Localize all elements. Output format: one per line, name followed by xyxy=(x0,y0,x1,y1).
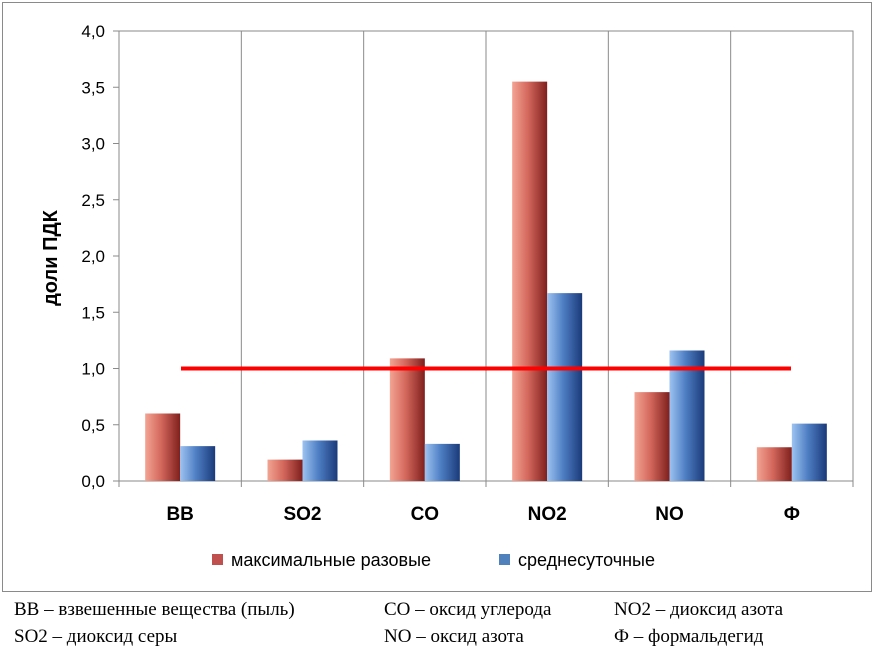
footnote-co: СО – оксид углерода xyxy=(384,599,552,620)
bar-max xyxy=(389,358,425,481)
bar-chart: 0,0 0,5 1,0 1,5 2,0 2,5 3,0 3,5 4,0 ВВ SO2 CO NO2 NO Ф… xyxy=(40,22,854,570)
y-tick-label: 0,0 xyxy=(81,472,105,491)
y-tick-label: 4,0 xyxy=(81,22,105,41)
bar-max xyxy=(145,413,181,481)
x-category-label: Ф xyxy=(784,504,800,525)
footnote-so2: SO2 – диоксид серы xyxy=(14,626,178,647)
footnotes: ВВ – взвешенные вещества (пыль) СО – окс… xyxy=(14,596,874,650)
footnote-no2: NO2 – диоксид азота xyxy=(614,599,784,620)
bar-avg xyxy=(180,446,216,481)
chart-frame: 0,0 0,5 1,0 1,5 2,0 2,5 3,0 3,5 4,0 ВВ SO2 CO NO2 NO Ф… xyxy=(2,2,872,592)
bar-avg xyxy=(302,440,338,481)
x-category-label: SO2 xyxy=(283,504,321,525)
footnote-no: NO – оксид азота xyxy=(384,626,524,647)
footnote-f: Ф – формальдегид xyxy=(614,626,764,647)
bar-avg xyxy=(791,423,827,481)
y-tick-label: 0,5 xyxy=(81,416,105,435)
bar-max xyxy=(512,81,548,481)
y-axis-label: доли ПДК xyxy=(40,209,62,306)
legend-label-avg: среднесуточные xyxy=(518,550,655,570)
footnote-row: SO2 – диоксид серы NO – оксид азота Ф – … xyxy=(14,623,874,650)
bar-avg xyxy=(547,293,583,481)
legend-swatch-max xyxy=(212,554,223,565)
y-tick-label: 3,0 xyxy=(81,135,105,154)
y-tick-label: 3,5 xyxy=(81,78,105,97)
bar-max xyxy=(756,447,792,481)
bar-max xyxy=(267,459,303,481)
bar-avg xyxy=(424,443,460,481)
y-tick-label: 1,0 xyxy=(81,360,105,379)
legend-label-max: максимальные разовые xyxy=(231,550,431,570)
x-category-label: ВВ xyxy=(166,504,193,525)
x-category-label: NO xyxy=(655,504,684,525)
legend-swatch-avg xyxy=(499,554,510,565)
footnote-bb: ВВ – взвешенные вещества (пыль) xyxy=(14,599,295,620)
y-tick-label: 2,0 xyxy=(81,247,105,266)
plot-area: 0,0 0,5 1,0 1,5 2,0 2,5 3,0 3,5 4,0 ВВ SO2 CO NO2 NO Ф xyxy=(81,22,854,525)
legend: максимальные разовые среднесуточные xyxy=(212,550,655,570)
y-tick-label: 2,5 xyxy=(81,191,105,210)
bar-avg xyxy=(669,350,705,481)
y-tick-label: 1,5 xyxy=(81,303,105,322)
x-category-label: CO xyxy=(411,504,440,525)
bar-max xyxy=(634,392,670,481)
footnote-row: ВВ – взвешенные вещества (пыль) СО – окс… xyxy=(14,596,874,623)
x-category-label: NO2 xyxy=(528,504,567,525)
